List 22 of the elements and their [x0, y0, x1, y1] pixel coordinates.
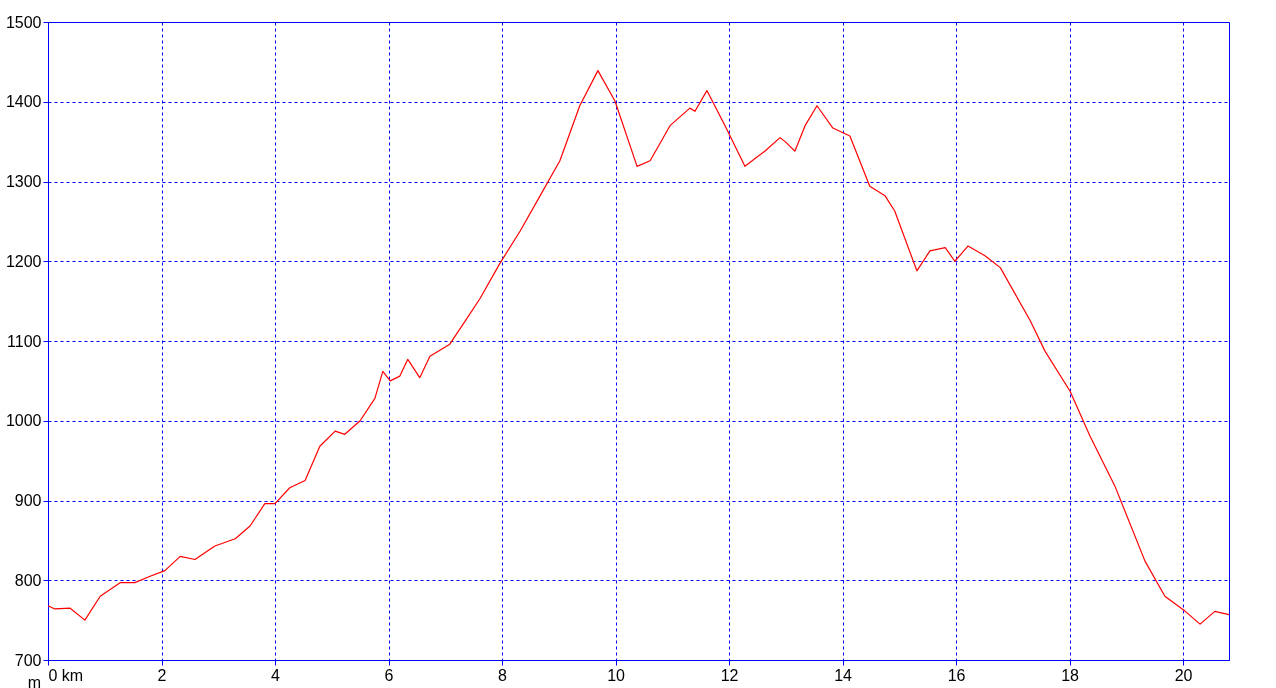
y-tick-label: 1300: [5, 173, 42, 190]
y-tick-label: 800: [14, 571, 42, 589]
x-tick-label: 10: [607, 666, 626, 684]
x-tick-label: 20: [1174, 666, 1193, 684]
x-tick-label: 18: [1061, 666, 1080, 684]
y-tick-label: 700: [14, 651, 42, 669]
y-tick-label: 1100: [7, 332, 42, 350]
y-tick-label: 1200: [5, 252, 42, 270]
y-tick-label: 1000: [5, 412, 42, 430]
y-tick-label: 1500: [5, 13, 42, 31]
x-tick-label: 0 km: [48, 666, 84, 684]
x-tick-label: 2: [157, 666, 167, 684]
x-tick-label: 12: [720, 666, 739, 684]
y-axis-title: m: [27, 673, 42, 688]
line-series: [47, 70, 1230, 625]
y-tick-label: 1400: [5, 93, 42, 111]
x-tick-label: 4: [271, 666, 281, 684]
x-tick-label: 16: [947, 666, 966, 684]
y-tick-label: 900: [14, 492, 42, 509]
x-tick-label: 8: [498, 666, 508, 684]
x-tick-label: 14: [834, 666, 853, 684]
x-tick-label: 6: [384, 666, 394, 684]
